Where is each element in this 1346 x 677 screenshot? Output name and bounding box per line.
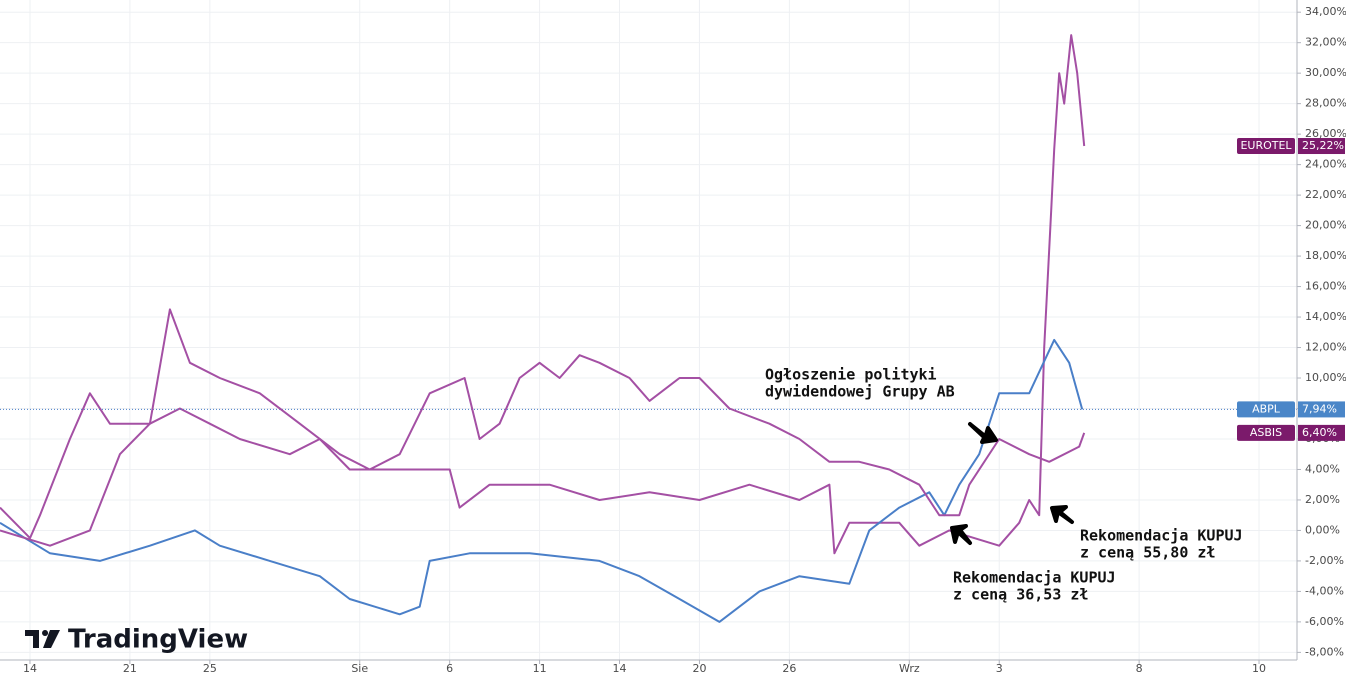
x-tick-label: 10	[1252, 662, 1266, 675]
value-label: 6,40%	[1302, 426, 1337, 439]
y-tick-label: 16,00%	[1305, 280, 1346, 293]
y-tick-label: 2,00%	[1305, 493, 1340, 506]
value-label: 25,22%	[1302, 139, 1344, 152]
legend-label: EUROTEL	[1240, 139, 1292, 152]
y-tick-label: -4,00%	[1305, 584, 1344, 597]
y-tick-label: 18,00%	[1305, 249, 1346, 262]
y-tick-label: -6,00%	[1305, 615, 1344, 628]
x-tick-label: 6	[446, 662, 453, 675]
series-badge	[1237, 138, 1295, 155]
x-tick-label: 20	[692, 662, 706, 675]
y-tick-label: 32,00%	[1305, 36, 1346, 49]
annotation: Rekomendacja KUPUJ	[953, 569, 1116, 587]
y-tick-label: 12,00%	[1305, 341, 1346, 354]
y-tick-label: 24,00%	[1305, 158, 1346, 171]
x-tick-label: 3	[996, 662, 1003, 675]
y-tick-label: 28,00%	[1305, 97, 1346, 110]
arrow	[950, 524, 972, 545]
x-tick-label: 8	[1136, 662, 1143, 675]
y-tick-label: 26,00%	[1305, 127, 1346, 140]
x-tick-label: 21	[123, 662, 137, 675]
x-tick-label: 14	[613, 662, 627, 675]
x-tick-label: 26	[782, 662, 796, 675]
x-tick-label: 11	[533, 662, 547, 675]
value-badge	[1298, 401, 1345, 418]
value-label: 7,94%	[1302, 402, 1337, 415]
y-tick-label: 20,00%	[1305, 219, 1346, 232]
series-badge	[1237, 424, 1295, 441]
annotation: z ceną 55,80 zł	[1080, 544, 1215, 562]
value-badge	[1298, 424, 1345, 441]
annotation: Rekomendacja KUPUJ	[1080, 527, 1243, 545]
series-line	[0, 308, 1086, 547]
y-tick-label: 10,00%	[1305, 371, 1346, 384]
lines	[0, 34, 1297, 623]
legend-label: ABPL	[1252, 402, 1281, 415]
y-tick-label: 14,00%	[1305, 310, 1346, 323]
y-tick-label: 4,00%	[1305, 462, 1340, 475]
y-tick-label: 30,00%	[1305, 66, 1346, 79]
arrow	[1050, 505, 1074, 524]
badges: EUROTEL 25,22% ABPL 7,94% ASBIS 6,40%	[1237, 138, 1345, 441]
series-line	[0, 338, 1084, 623]
series-badge	[1237, 401, 1295, 418]
y-tick-label: 0,00%	[1305, 523, 1340, 536]
y-tick-label: -2,00%	[1305, 554, 1344, 567]
logo: TradingView	[25, 625, 248, 655]
y-tick-label: -8,00%	[1305, 645, 1344, 658]
x-tick-label: Sie	[351, 662, 368, 675]
arrow	[968, 422, 998, 444]
legend-label: ASBIS	[1250, 426, 1282, 439]
x-tick-label: 14	[23, 662, 37, 675]
annotation: Ogłoszenie polityki	[765, 366, 937, 384]
x-tick-label: Wrz	[899, 662, 920, 675]
annotation: dywidendowej Grupy AB	[765, 383, 955, 401]
annotation: z ceną 36,53 zł	[953, 586, 1088, 604]
series-line	[0, 34, 1086, 555]
brand: TradingView	[68, 625, 248, 655]
y-tick-label: 22,00%	[1305, 188, 1346, 201]
x-tick-label: 25	[203, 662, 217, 675]
value-badge	[1298, 138, 1345, 155]
y-tick-label: 34,00%	[1305, 5, 1346, 18]
